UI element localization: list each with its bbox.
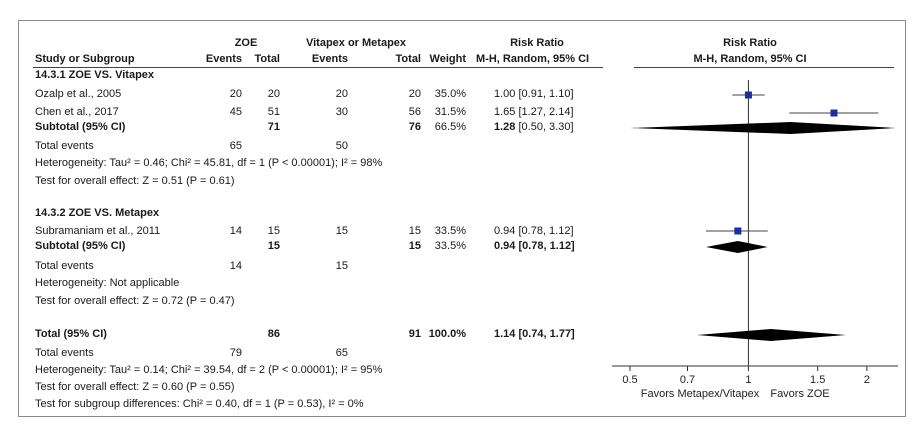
overall-effect-text: Test for overall effect: Z = 0.60 (P = 0… xyxy=(35,381,235,393)
total-events1: 14 xyxy=(229,260,242,272)
tick-label: 0.7 xyxy=(680,374,695,386)
favors-right-label: Favors ZOE xyxy=(770,388,829,400)
events1-header: Events xyxy=(205,53,242,65)
subtotal-ci-range: [0.50, 3.30] xyxy=(518,121,574,133)
pooled-diamond xyxy=(696,329,846,341)
ci-value: 1.65 [1.27, 2.14] xyxy=(494,106,574,118)
total-ci: 1.14 [0.74, 1.77] xyxy=(494,328,575,340)
events2-header: Events xyxy=(311,53,348,65)
total-events2: 15 xyxy=(335,260,348,272)
plot-title: Risk Ratio xyxy=(723,37,777,49)
events1-value: 45 xyxy=(229,106,242,118)
favors-left-label: Favors Metapex/Vitapex xyxy=(641,388,760,400)
ci-value: 1.00 [0.91, 1.10] xyxy=(494,88,574,100)
total-events2: 65 xyxy=(335,347,348,359)
events1-value: 20 xyxy=(229,88,242,100)
subtotal-total2: 76 xyxy=(408,121,421,133)
subtotal-ci: 1.28 [0.50, 3.30] xyxy=(494,121,574,134)
group1-header: ZOE xyxy=(234,37,258,49)
subgroup-title: 14.3.1 ZOE VS. Vitapex xyxy=(35,69,155,81)
total-events2: 50 xyxy=(335,140,348,152)
total-label: Total (95% CI) xyxy=(35,328,107,340)
heterogeneity-text: Heterogeneity: Not applicable xyxy=(35,277,180,289)
total-events-label: Total events xyxy=(35,140,94,152)
overall-effect-text: Test for overall effect: Z = 0.51 (P = 0… xyxy=(35,175,235,187)
ci-value: 0.94 [0.78, 1.12] xyxy=(494,225,574,237)
total-events1: 79 xyxy=(229,347,242,359)
tick-label: 1 xyxy=(745,374,751,386)
subgroup-differences-text: Test for subgroup differences: Chi² = 0.… xyxy=(35,398,364,410)
subtotal-label: Subtotal (95% CI) xyxy=(35,121,126,133)
subtotal-weight: 66.5% xyxy=(434,121,466,133)
total1-value: 15 xyxy=(267,225,280,237)
events2-value: 20 xyxy=(335,88,348,100)
total1-value: 20 xyxy=(267,88,280,100)
weight-header: Weight xyxy=(429,53,466,65)
header-rule-left xyxy=(33,67,603,68)
pooled-diamond xyxy=(705,241,768,253)
header-rule-right xyxy=(634,67,894,68)
total-weight: 100.0% xyxy=(428,328,466,340)
total1-header: Total xyxy=(254,53,280,65)
study-point xyxy=(830,109,838,117)
subtotal-total2: 15 xyxy=(408,240,421,252)
plot-method: M-H, Random, 95% CI xyxy=(693,53,807,65)
total1-value: 51 xyxy=(267,106,280,118)
study-column-header: Study or Subgroup xyxy=(35,53,135,65)
study-name: Ozalp et al., 2005 xyxy=(35,88,122,100)
heterogeneity-text: Heterogeneity: Tau² = 0.14; Chi² = 39.54… xyxy=(35,364,383,376)
events1-value: 14 xyxy=(229,225,242,237)
weight-value: 35.0% xyxy=(434,88,466,100)
study-point xyxy=(744,91,752,99)
subtotal-label: Subtotal (95% CI) xyxy=(35,240,126,252)
total-total2: 91 xyxy=(408,328,421,340)
total-total1: 86 xyxy=(267,328,280,340)
events2-value: 30 xyxy=(335,106,348,118)
group2-header: Vitapex or Metapex xyxy=(305,37,407,49)
study-name: Subramaniam et al., 2011 xyxy=(35,225,161,237)
events2-value: 15 xyxy=(335,225,348,237)
tick-label: 2 xyxy=(864,374,870,386)
total2-value: 15 xyxy=(408,225,421,237)
total-events-label: Total events xyxy=(35,347,94,359)
weight-value: 33.5% xyxy=(434,225,466,237)
heterogeneity-text: Heterogeneity: Tau² = 0.46; Chi² = 45.81… xyxy=(35,157,383,169)
tick-label: 0.5 xyxy=(622,374,637,386)
study-name: Chen et al., 2017 xyxy=(35,106,119,118)
forest-plot-panel xyxy=(18,20,906,417)
tick-label: 1.5 xyxy=(810,374,825,386)
subtotal-total1: 71 xyxy=(267,121,280,133)
subgroup-title: 14.3.2 ZOE VS. Metapex xyxy=(35,207,160,219)
total-events-label: Total events xyxy=(35,260,94,272)
subtotal-ci: 0.94 [0.78, 1.12] xyxy=(494,240,575,252)
total-events1: 65 xyxy=(229,140,242,152)
risk-ratio-header: Risk Ratio xyxy=(510,37,564,49)
subtotal-weight: 33.5% xyxy=(434,240,466,252)
subtotal-total1: 15 xyxy=(267,240,280,252)
subtotal-rr: 1.28 xyxy=(494,121,516,133)
pooled-diamond xyxy=(630,122,896,134)
method-header: M-H, Random, 95% CI xyxy=(476,53,590,65)
weight-value: 31.5% xyxy=(434,106,466,118)
total2-header: Total xyxy=(395,53,421,65)
total2-value: 20 xyxy=(408,88,421,100)
total2-value: 56 xyxy=(408,106,421,118)
study-point xyxy=(734,227,742,235)
overall-effect-text: Test for overall effect: Z = 0.72 (P = 0… xyxy=(35,295,235,307)
